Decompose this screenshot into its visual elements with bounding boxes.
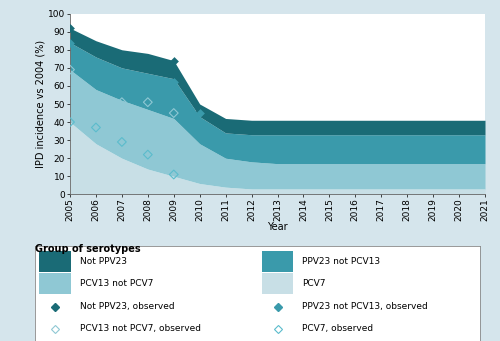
Text: PCV7: PCV7 bbox=[302, 279, 326, 288]
Point bbox=[118, 74, 126, 79]
Point bbox=[144, 61, 152, 67]
Point bbox=[170, 110, 178, 116]
Bar bbox=[40, 251, 70, 272]
Point bbox=[144, 152, 152, 157]
Bar bbox=[40, 273, 70, 294]
Point bbox=[196, 110, 203, 116]
X-axis label: Year: Year bbox=[267, 222, 288, 232]
Point bbox=[118, 56, 126, 61]
Point bbox=[66, 40, 74, 45]
Text: PPV23 not PCV13, observed: PPV23 not PCV13, observed bbox=[302, 302, 428, 311]
Point bbox=[66, 25, 74, 31]
Point bbox=[66, 119, 74, 125]
Point bbox=[170, 172, 178, 177]
Text: PCV13 not PCV7: PCV13 not PCV7 bbox=[80, 279, 153, 288]
Text: Group of serotypes: Group of serotypes bbox=[35, 244, 140, 254]
Y-axis label: IPD incidence vs 2004 (%): IPD incidence vs 2004 (%) bbox=[35, 40, 45, 168]
Point bbox=[118, 100, 126, 105]
Text: PCV7, observed: PCV7, observed bbox=[302, 324, 373, 333]
Point bbox=[66, 67, 74, 72]
Point bbox=[92, 125, 100, 130]
Point bbox=[170, 58, 178, 63]
Text: PCV13 not PCV7, observed: PCV13 not PCV7, observed bbox=[80, 324, 200, 333]
Bar bbox=[262, 251, 293, 272]
Bar bbox=[262, 273, 293, 294]
Point bbox=[92, 92, 100, 98]
Point bbox=[92, 43, 100, 49]
Point bbox=[144, 100, 152, 105]
Text: PPV23 not PCV13: PPV23 not PCV13 bbox=[302, 257, 380, 266]
Text: Not PPV23: Not PPV23 bbox=[80, 257, 126, 266]
Text: Not PPV23, observed: Not PPV23, observed bbox=[80, 302, 174, 311]
Point bbox=[92, 76, 100, 81]
Point bbox=[196, 108, 203, 114]
Point bbox=[118, 139, 126, 145]
Point bbox=[144, 79, 152, 85]
Point bbox=[170, 79, 178, 85]
